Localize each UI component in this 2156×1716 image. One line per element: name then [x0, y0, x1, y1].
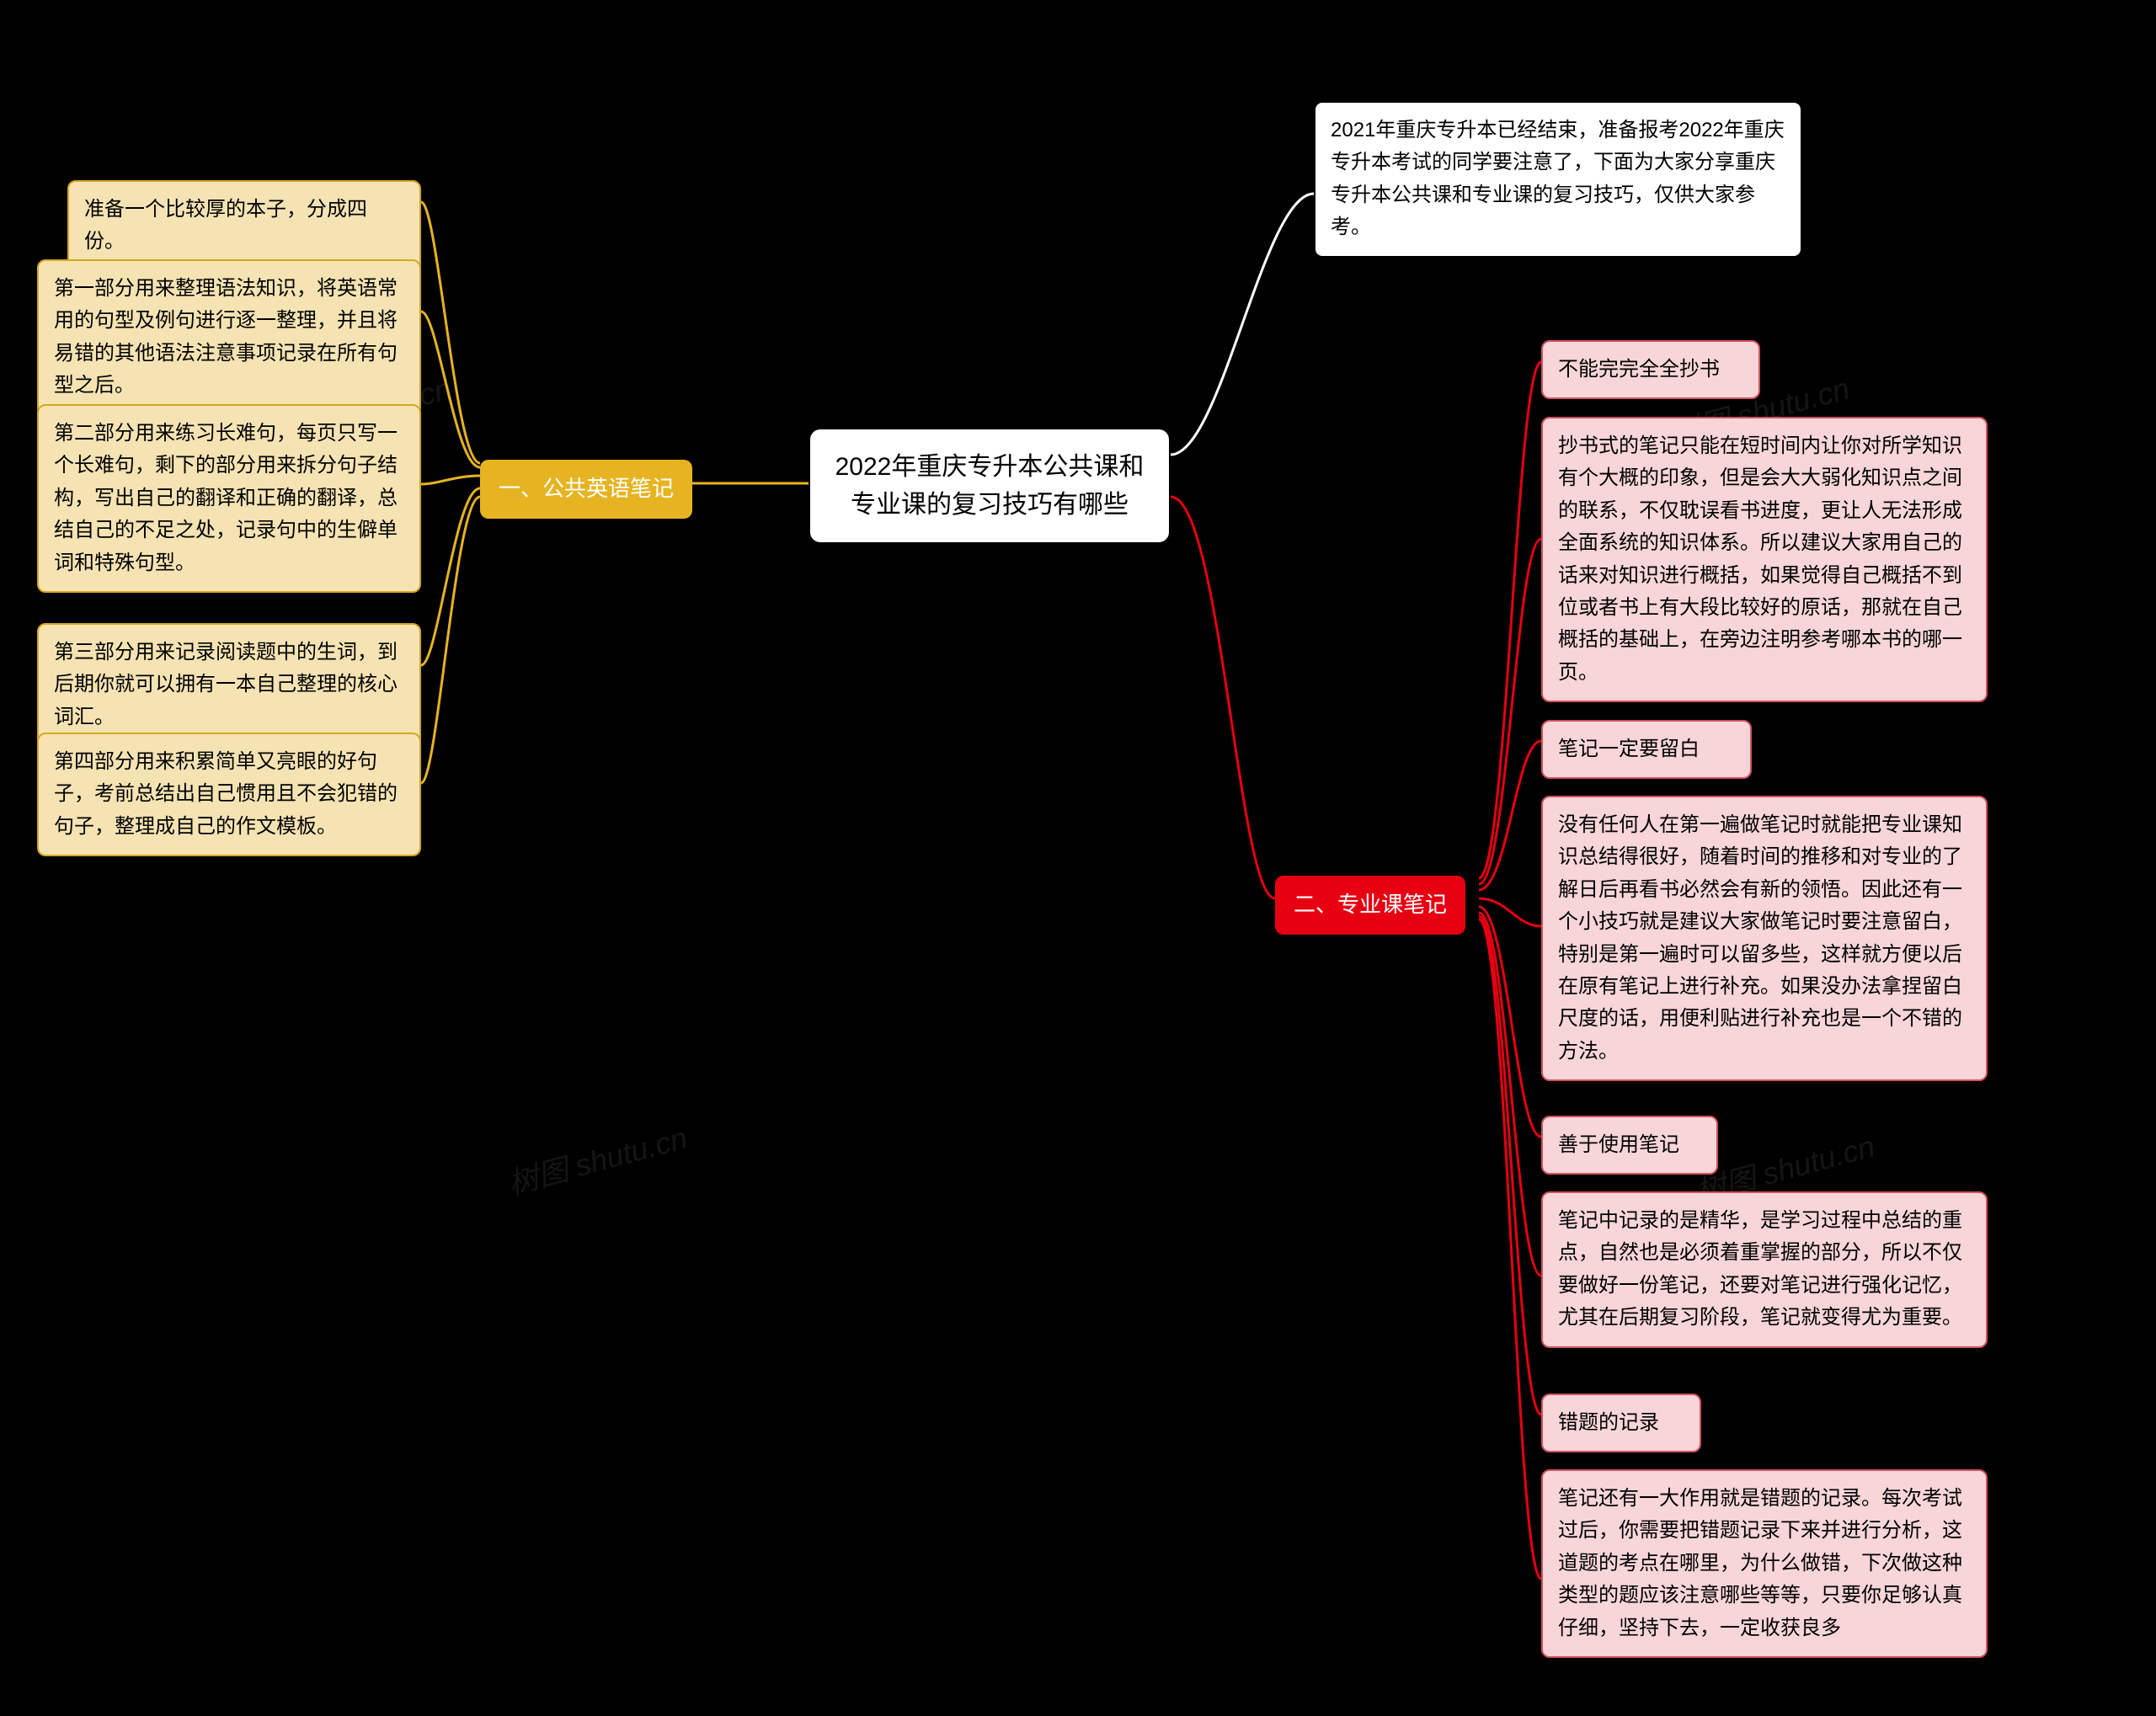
branch2-leaf: 笔记一定要留白 — [1541, 720, 1752, 779]
watermark: 树图 shutu.cn — [503, 1114, 691, 1204]
branch1-leaf: 第四部分用来积累简单又亮眼的好句子，考前总结出自己惯用且不会犯错的句子，整理成自… — [37, 733, 421, 856]
branch2-leaf: 善于使用笔记 — [1541, 1116, 1718, 1175]
branch1-leaf: 第一部分用来整理语法知识，将英语常用的句型及例句进行逐一整理，并且将易错的其他语… — [37, 259, 421, 416]
branch2-leaf: 没有任何人在第一遍做笔记时就能把专业课知识总结得很好，随着时间的推移和对专业的了… — [1541, 796, 1988, 1081]
branch2-header: 二、专业课笔记 — [1275, 876, 1465, 935]
branch2-leaf: 不能完完全全抄书 — [1541, 340, 1760, 399]
intro-node: 2021年重庆专升本已经结束，准备报考2022年重庆专升本考试的同学要注意了，下… — [1314, 101, 1802, 258]
branch2-leaf: 错题的记录 — [1541, 1394, 1701, 1452]
branch2-leaf: 抄书式的笔记只能在短时间内让你对所学知识有个大概的印象，但是会大大弱化知识点之间… — [1541, 417, 1988, 702]
branch1-leaf: 第二部分用来练习长难句，每页只写一个长难句，剩下的部分用来拆分句子结构，写出自己… — [37, 404, 421, 593]
branch2-leaf: 笔记中记录的是精华，是学习过程中总结的重点，自然也是必须着重掌握的部分，所以不仅… — [1541, 1191, 1988, 1348]
center-node: 2022年重庆专升本公共课和专业课的复习技巧有哪些 — [808, 428, 1171, 544]
branch1-leaf: 准备一个比较厚的本子，分成四份。 — [67, 180, 421, 272]
branch1-header: 一、公共英语笔记 — [480, 460, 692, 519]
branch2-leaf: 笔记还有一大作用就是错题的记录。每次考试过后，你需要把错题记录下来并进行分析，这… — [1541, 1469, 1988, 1658]
branch1-leaf: 第三部分用来记录阅读题中的生词，到后期你就可以拥有一本自己整理的核心词汇。 — [37, 623, 421, 747]
